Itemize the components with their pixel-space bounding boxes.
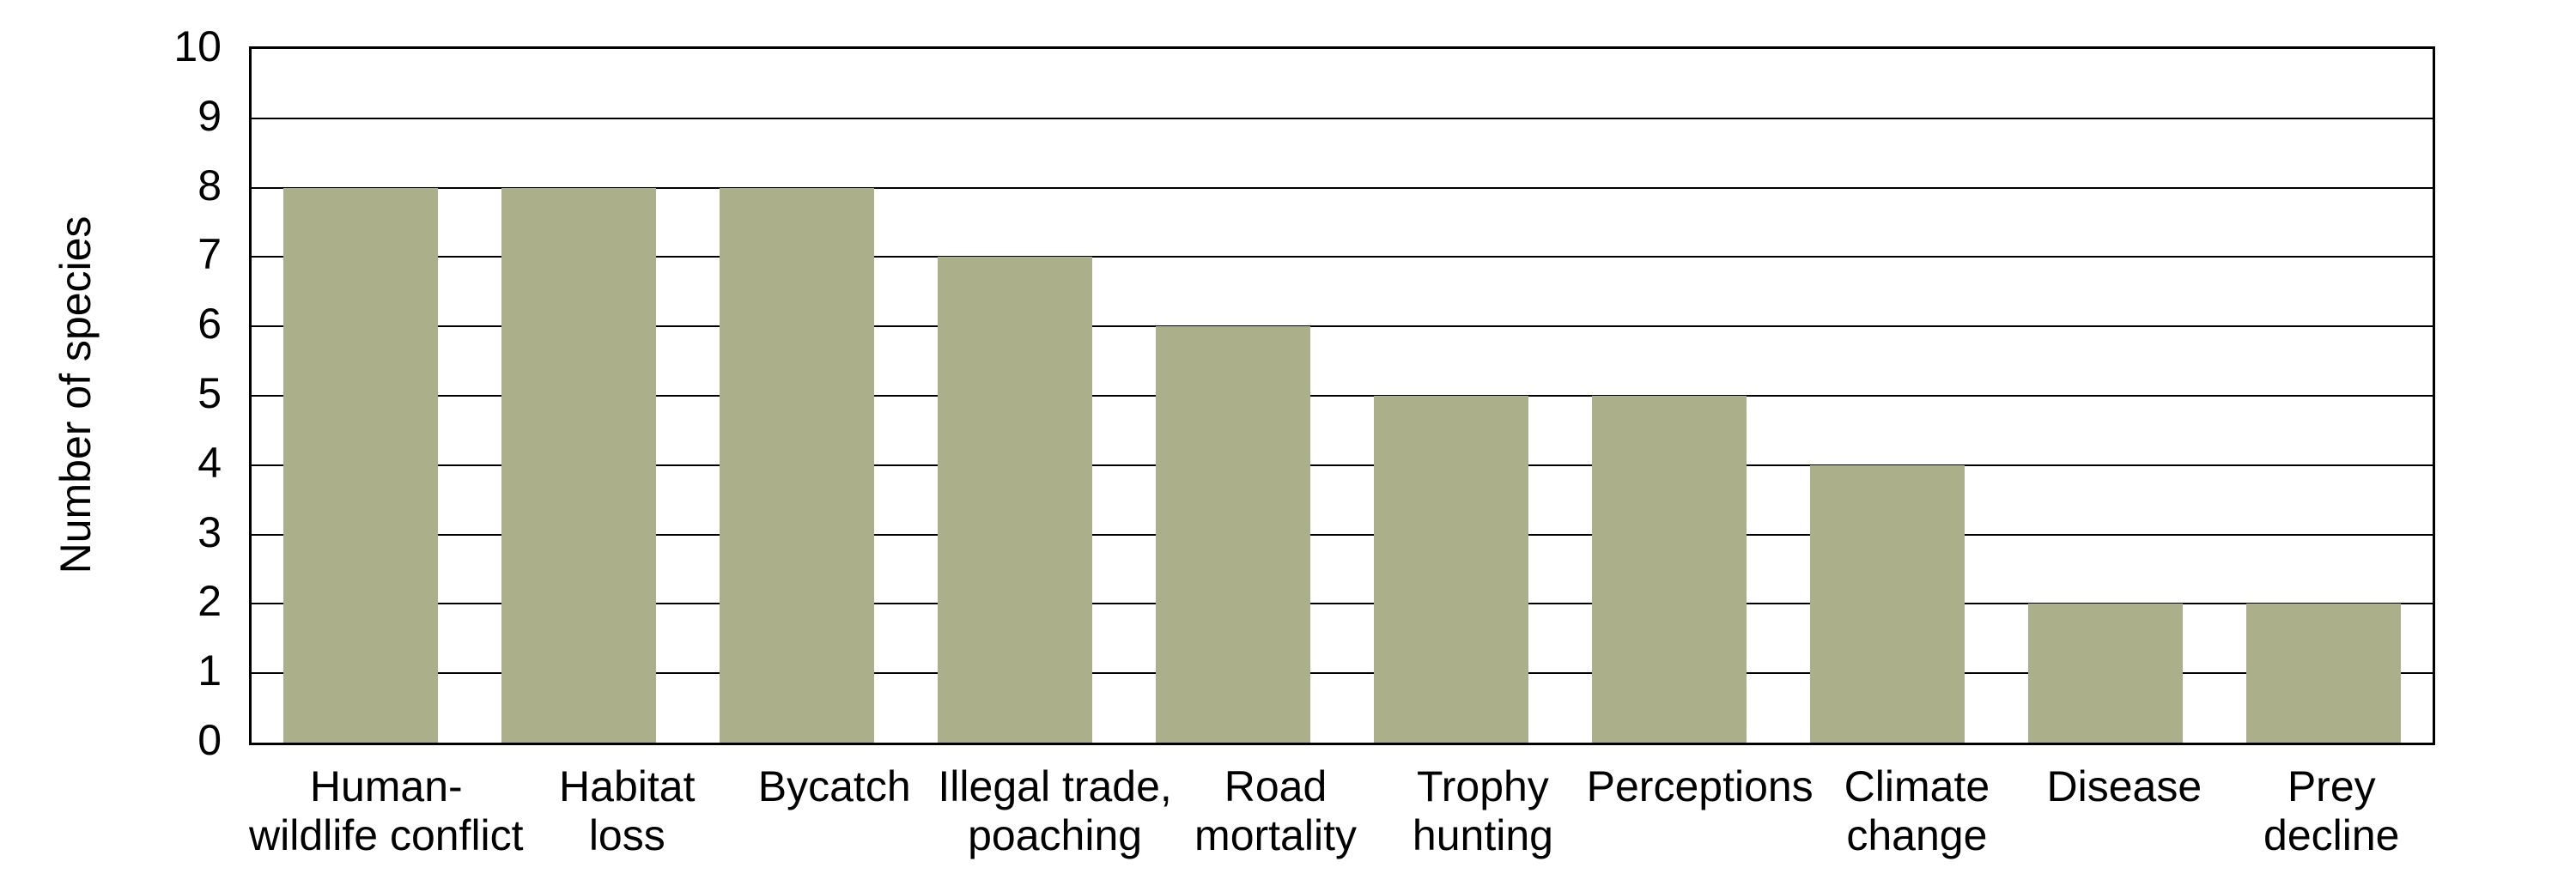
y-tick-label: 10	[173, 22, 222, 70]
bar-slot	[1124, 49, 1342, 743]
bar	[283, 187, 439, 743]
gridline	[252, 256, 2433, 258]
category-label-line: Road	[1224, 762, 1327, 810]
gridline	[252, 464, 2433, 466]
y-tick-label: 5	[197, 369, 222, 417]
y-tick-label: 6	[197, 300, 222, 349]
category-label-line: change	[1846, 811, 1988, 859]
category-label: Habitat loss	[524, 762, 731, 860]
bar-slot	[252, 49, 470, 743]
bar-slot	[1560, 49, 1778, 743]
category-label-line: Disease	[2046, 762, 2202, 810]
bar	[719, 187, 875, 743]
y-tick-label: 0	[197, 716, 222, 764]
y-tick-label: 4	[197, 438, 222, 487]
bar	[1373, 396, 1529, 743]
category-label-line: poaching	[968, 811, 1143, 859]
category-label-line: Bycatch	[757, 762, 911, 810]
bar	[1809, 464, 1965, 743]
category-label-line: Illegal trade,	[938, 762, 1172, 810]
bar-slot	[906, 49, 1124, 743]
category-label-line: Prey	[2287, 762, 2376, 810]
y-tick-label: 8	[197, 161, 222, 209]
bar	[2245, 604, 2402, 743]
y-tick-label: 7	[197, 230, 222, 279]
category-label-line: Human-	[309, 762, 463, 810]
plot-area	[249, 46, 2435, 745]
category-label-line: mortality	[1194, 811, 1357, 859]
category-label-line: loss	[588, 811, 665, 859]
category-label-line: Climate	[1844, 762, 1990, 810]
gridline	[252, 395, 2433, 397]
category-label-line: decline	[2263, 811, 2400, 859]
category-label: Prey decline	[2228, 762, 2435, 860]
category-label: Perceptions	[1587, 762, 1814, 860]
x-axis-category-labels: Human-wildlife conflict Habitat loss Bycatc…	[249, 762, 2435, 860]
category-label: Disease	[2020, 762, 2227, 860]
bar-slot	[470, 49, 688, 743]
category-label: Trophy hunting	[1379, 762, 1586, 860]
gridline	[252, 186, 2433, 189]
bar-slot	[688, 49, 906, 743]
category-label-line: Trophy	[1417, 762, 1549, 810]
category-label-line: hunting	[1412, 811, 1553, 859]
bar	[1155, 326, 1311, 743]
y-tick-label: 9	[197, 91, 222, 140]
gridline	[252, 325, 2433, 328]
y-axis-tick-labels: 0 1 2 3 4 5 6 7 8 9 10	[0, 25, 222, 762]
category-label: Climate change	[1814, 762, 2020, 860]
gridline	[252, 603, 2433, 605]
bars-container	[252, 49, 2433, 743]
category-label: Bycatch	[731, 762, 938, 860]
y-tick-label: 2	[197, 577, 222, 626]
y-tick-label: 3	[197, 507, 222, 556]
category-label-line: wildlife conflict	[249, 811, 524, 859]
category-label: Human-wildlife conflict	[249, 762, 524, 860]
bar	[501, 187, 657, 743]
gridline	[252, 117, 2433, 119]
gridline	[252, 533, 2433, 536]
bar	[2027, 604, 2184, 743]
category-label-line: Habitat	[559, 762, 696, 810]
category-label: Illegal trade, poaching	[938, 762, 1171, 860]
gridline	[252, 672, 2433, 675]
category-label: Road mortality	[1172, 762, 1379, 860]
bar-slot	[2215, 49, 2433, 743]
bar-slot	[1778, 49, 1996, 743]
gridlines	[252, 49, 2433, 743]
category-label-line: Perceptions	[1586, 762, 1814, 810]
bar	[1591, 396, 1747, 743]
bar	[937, 257, 1093, 743]
bar-slot	[1996, 49, 2215, 743]
bar-slot	[1342, 49, 1560, 743]
y-tick-label: 1	[197, 646, 222, 695]
